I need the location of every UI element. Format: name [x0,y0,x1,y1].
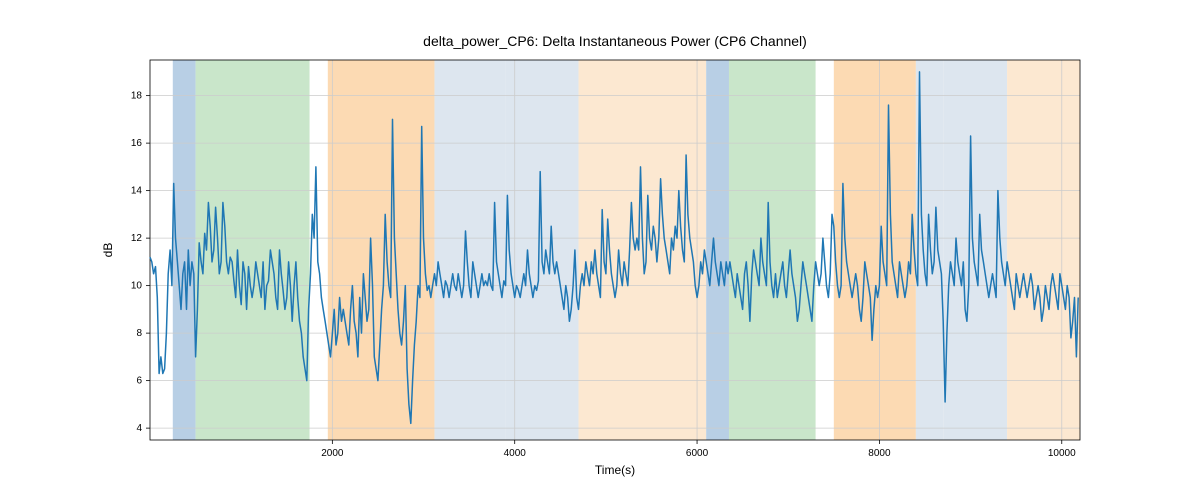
shade-band [434,60,505,440]
x-tick-label: 6000 [686,448,709,459]
y-tick-label: 16 [131,138,143,149]
x-tick-label: 4000 [504,448,527,459]
y-tick-label: 14 [131,186,143,197]
shade-band [196,60,310,440]
x-axis-label: Time(s) [595,463,635,477]
y-tick-label: 6 [136,376,142,387]
shade-band [328,60,435,440]
y-tick-label: 12 [131,233,143,244]
chart-container: 2000 4000 6000 8000 10000 4 6 8 10 12 14 16 18 Time(s… [0,0,1200,500]
y-axis-label: dB [101,243,115,258]
x-tick-label: 10000 [1048,448,1076,459]
x-tick-label: 2000 [321,448,344,459]
shade-band [706,60,729,440]
y-tick-label: 18 [131,91,143,102]
x-tick-label: 8000 [868,448,891,459]
shade-band [1007,60,1080,440]
chart-title: delta_power_CP6: Delta Instantaneous Pow… [423,33,807,49]
shade-band [729,60,816,440]
chart-svg: 2000 4000 6000 8000 10000 4 6 8 10 12 14 16 18 Time(s… [0,0,1200,500]
y-tick-label: 8 [136,328,142,339]
y-tick-label: 10 [131,281,143,292]
y-tick-label: 4 [136,423,142,434]
